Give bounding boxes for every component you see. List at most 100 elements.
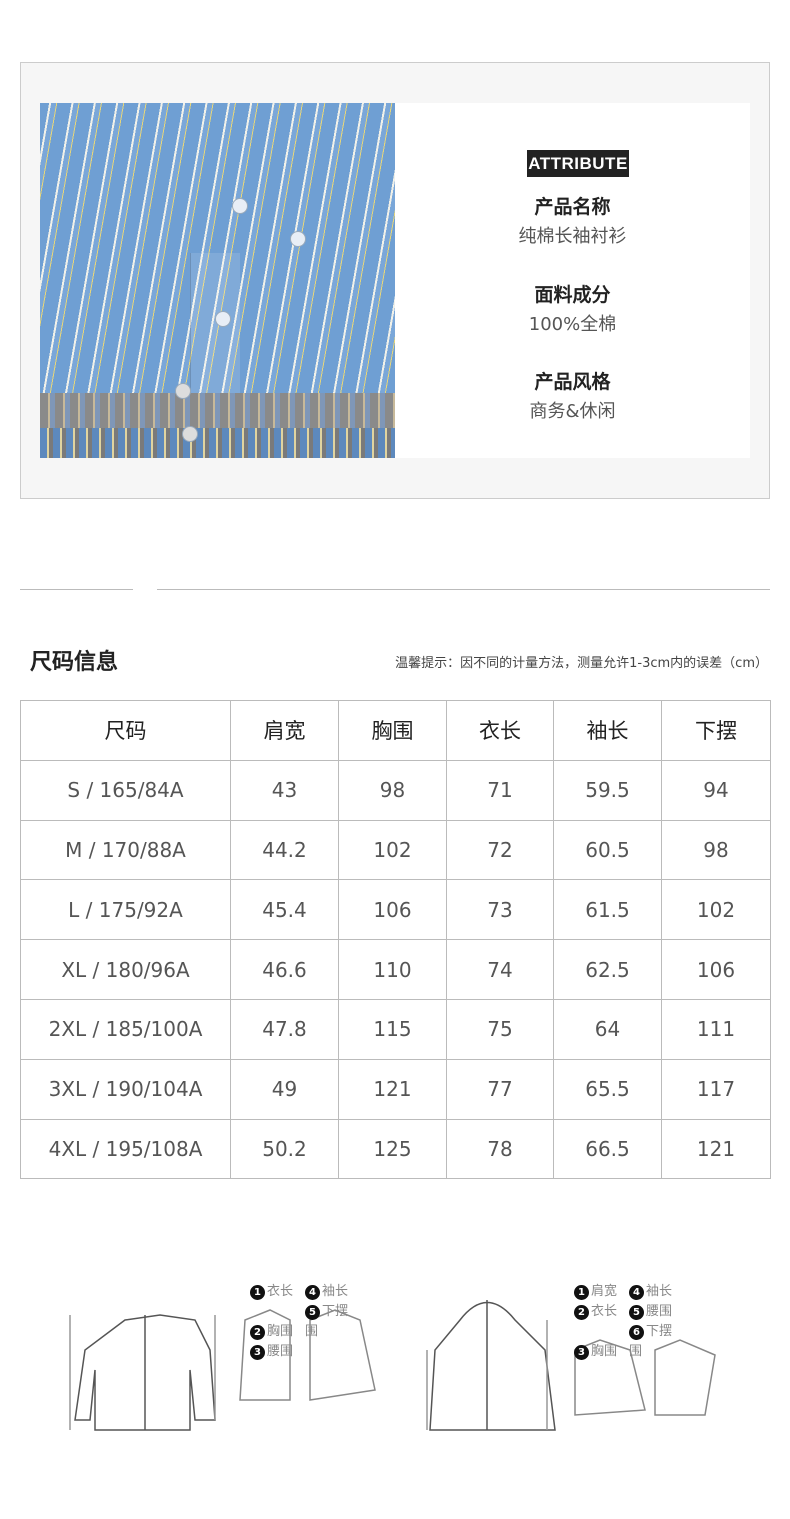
- table-row: 3XL / 190/104A 49 121 77 65.5 117: [20, 1058, 771, 1120]
- number-badge: 1: [250, 1285, 265, 1300]
- size-title: 尺码信息: [30, 650, 119, 675]
- table-row: XL / 180/96A 46.6 110 74 62.5 106: [20, 939, 771, 1000]
- legend-item: 5 下摆围: [305, 1302, 360, 1342]
- legend-item: 1 衣长: [250, 1282, 305, 1302]
- number-badge: 5: [629, 1305, 644, 1320]
- table-row: M / 170/88A 44.2 102 72 60.5 98: [20, 819, 771, 881]
- attribute-info: ATTRIBUTE 产品名称 纯棉长袖衬衫 面料成分 100%全棉 产品风格 商…: [395, 103, 750, 458]
- column-header: 肩宽: [230, 700, 339, 761]
- table-cell: 3XL / 190/104A: [20, 1058, 231, 1120]
- measurement-diagram: 1 衣长 4 袖长2 胸围5 下摆围3 腰围 1 肩宽 4 袖长2 衣长 5 腰围3 胸围6 下摆围: [0, 1270, 790, 1480]
- table-cell: 102: [338, 819, 447, 881]
- table-cell: 111: [661, 998, 771, 1060]
- number-badge: 3: [250, 1345, 265, 1360]
- table-cell: 78: [446, 1118, 554, 1180]
- table-cell: 45.4: [230, 879, 339, 941]
- table-cell: 98: [338, 759, 447, 821]
- table-cell: 46.6: [230, 939, 339, 1000]
- table-cell: 47.8: [230, 998, 339, 1060]
- legend-label: 腰围: [267, 1344, 294, 1359]
- table-cell: 115: [338, 998, 447, 1060]
- garment-sketches: [69, 1300, 716, 1431]
- legend-label: 腰围: [646, 1304, 673, 1319]
- legend-item: 4 袖长: [305, 1282, 360, 1302]
- legend-item: 2 胸围: [250, 1322, 305, 1342]
- table-cell: 59.5: [553, 759, 662, 821]
- table-cell: 66.5: [553, 1118, 662, 1180]
- table-cell: 61.5: [553, 879, 662, 941]
- table-cell: 77: [446, 1058, 554, 1120]
- column-header: 尺码: [20, 700, 231, 761]
- table-row: 4XL / 195/108A 50.2 125 78 66.5 121: [20, 1118, 771, 1180]
- table-row: 2XL / 185/100A 47.8 115 75 64 111: [20, 998, 771, 1060]
- table-cell: 62.5: [553, 939, 662, 1000]
- legend-item: 3 胸围: [574, 1342, 629, 1362]
- left-legend: 1 衣长 4 袖长2 胸围5 下摆围3 腰围: [250, 1282, 370, 1362]
- attr-value: 100%全棉: [528, 314, 617, 335]
- legend-label: 衣长: [267, 1284, 294, 1299]
- table-cell: 110: [338, 939, 447, 1000]
- column-header: 袖长: [553, 700, 662, 761]
- table-cell: 50.2: [230, 1118, 339, 1180]
- table-cell: 121: [661, 1118, 771, 1180]
- legend-label: 胸围: [591, 1344, 618, 1359]
- size-note: 温馨提示：因不同的计量方法，测量允许1-3cm内的误差（cm）: [395, 656, 768, 671]
- legend-label: 下摆围: [629, 1324, 673, 1359]
- table-cell: 49: [230, 1058, 339, 1120]
- table-cell: 125: [338, 1118, 447, 1180]
- table-cell: L / 175/92A: [20, 879, 231, 941]
- legend-item: 1 肩宽: [574, 1282, 629, 1302]
- legend-label: 袖长: [646, 1284, 673, 1299]
- attr-value: 纯棉长袖衬衫: [518, 226, 627, 247]
- number-badge: 4: [629, 1285, 644, 1300]
- column-header: 衣长: [446, 700, 554, 761]
- table-cell: 117: [661, 1058, 771, 1120]
- table-cell: 94: [661, 759, 771, 821]
- legend-item: 3 腰围: [250, 1342, 305, 1362]
- legend-item: 4 袖长: [629, 1282, 684, 1302]
- attr-value: 商务&休闲: [529, 401, 616, 422]
- table-cell: 72: [446, 819, 554, 881]
- legend-label: 肩宽: [591, 1284, 618, 1299]
- number-badge: 2: [574, 1305, 589, 1320]
- table-cell: 2XL / 185/100A: [20, 998, 231, 1060]
- divider: [20, 589, 133, 590]
- divider: [157, 589, 770, 590]
- column-header: 下摆: [661, 700, 771, 761]
- shirt-photo: [40, 103, 395, 458]
- table-cell: 98: [661, 819, 771, 881]
- table-cell: 75: [446, 998, 554, 1060]
- table-header: 尺码 肩宽 胸围 衣长 袖长 下摆: [20, 700, 771, 761]
- table-cell: S / 165/84A: [20, 759, 231, 821]
- table-cell: 102: [661, 879, 771, 941]
- right-legend: 1 肩宽 4 袖长2 衣长 5 腰围3 胸围6 下摆围: [574, 1282, 694, 1362]
- attribute-tag: ATTRIBUTE: [527, 150, 629, 177]
- legend-label: 衣长: [591, 1304, 618, 1319]
- table-cell: 106: [661, 939, 771, 1000]
- attr-key: 产品风格: [534, 371, 611, 393]
- attr-key: 产品名称: [534, 196, 611, 218]
- number-badge: 2: [250, 1325, 265, 1340]
- number-badge: 6: [629, 1325, 644, 1340]
- table-cell: 73: [446, 879, 554, 941]
- size-table: 尺码 肩宽 胸围 衣长 袖长 下摆 S / 165/84A 43 98 71 59.5 94 M / …: [20, 700, 771, 1180]
- legend-label: 下摆围: [305, 1304, 349, 1339]
- table-cell: XL / 180/96A: [20, 939, 231, 1000]
- attr-key: 面料成分: [534, 284, 611, 306]
- legend-label: 袖长: [322, 1284, 349, 1299]
- legend-item: 6 下摆围: [629, 1322, 684, 1362]
- table-cell: 44.2: [230, 819, 339, 881]
- number-badge: 5: [305, 1305, 320, 1320]
- table-cell: 71: [446, 759, 554, 821]
- table-cell: 60.5: [553, 819, 662, 881]
- table-cell: 74: [446, 939, 554, 1000]
- table-cell: 4XL / 195/108A: [20, 1118, 231, 1180]
- number-badge: 3: [574, 1345, 589, 1360]
- table-cell: 106: [338, 879, 447, 941]
- number-badge: 4: [305, 1285, 320, 1300]
- legend-item: 2 衣长: [574, 1302, 629, 1322]
- table-cell: 64: [553, 998, 662, 1060]
- table-cell: 121: [338, 1058, 447, 1120]
- column-header: 胸围: [338, 700, 447, 761]
- table-cell: 65.5: [553, 1058, 662, 1120]
